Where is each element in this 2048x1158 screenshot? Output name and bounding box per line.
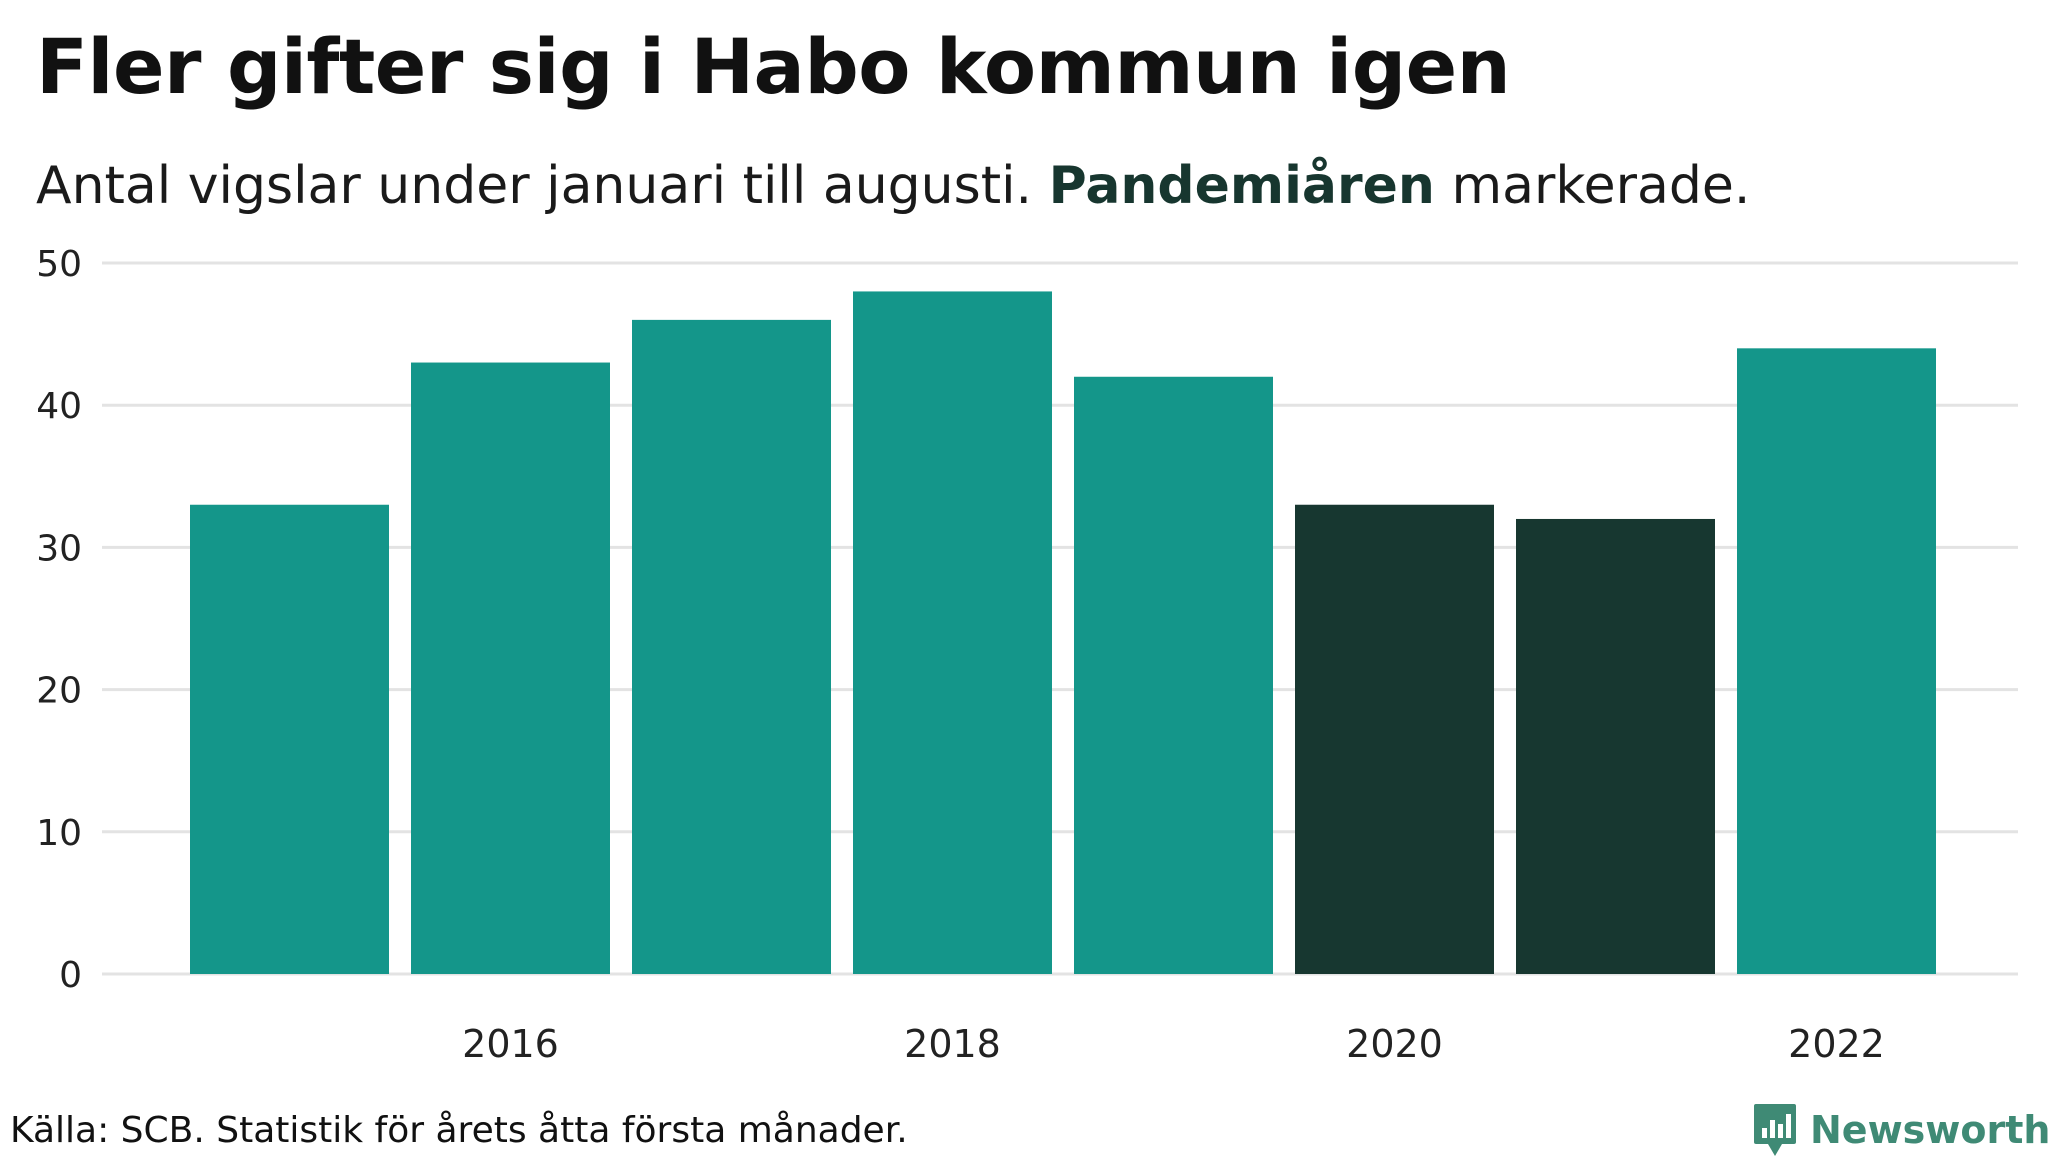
y-tick-label-20: 20 <box>36 671 82 712</box>
bar-2020 <box>1295 504 1494 974</box>
bar-2016 <box>411 362 610 974</box>
source-note: Källa: SCB. Statistik för årets åtta för… <box>10 1110 908 1151</box>
bar-2019 <box>1074 376 1273 974</box>
bar-2018 <box>853 291 1052 974</box>
x-tick-label-2022: 2022 <box>1788 1022 1885 1066</box>
x-axis: 2016 2018 2020 2022 <box>462 1022 1885 1066</box>
bar-2021 <box>1516 518 1715 974</box>
brand-name: Newsworthy <box>1810 1108 2048 1152</box>
chart-subtitle: Antal vigslar under januari till augusti… <box>36 156 1750 216</box>
y-tick-label-0: 0 <box>59 955 82 996</box>
x-tick-label-2018: 2018 <box>904 1022 1001 1066</box>
bar-chart: 0 10 20 30 40 50 2016 2018 2020 2022 <box>36 244 2018 1066</box>
y-axis: 0 10 20 30 40 50 <box>36 244 82 996</box>
subtitle-text: Antal vigslar under januari till augusti… <box>36 156 1049 216</box>
newsworthy-logo-icon <box>1754 1104 1796 1156</box>
y-tick-label-10: 10 <box>36 813 82 854</box>
bar-2015 <box>190 504 389 974</box>
chart-title: Fler gifter sig i Habo kommun igen <box>36 22 1511 111</box>
x-tick-label-2020: 2020 <box>1346 1022 1443 1066</box>
bar-2017 <box>632 319 831 974</box>
y-tick-label-40: 40 <box>36 386 82 427</box>
subtitle-text-end: markerade. <box>1434 156 1751 216</box>
y-tick-label-30: 30 <box>36 528 82 569</box>
bar-2022 <box>1737 348 1936 974</box>
x-tick-label-2016: 2016 <box>462 1022 559 1066</box>
subtitle-highlight: Pandemiåren <box>1048 156 1435 216</box>
y-tick-label-50: 50 <box>36 244 82 285</box>
grid-lines <box>102 261 2018 976</box>
brand-logo: Newsworthy <box>1752 1102 2048 1158</box>
bars <box>190 291 1936 974</box>
